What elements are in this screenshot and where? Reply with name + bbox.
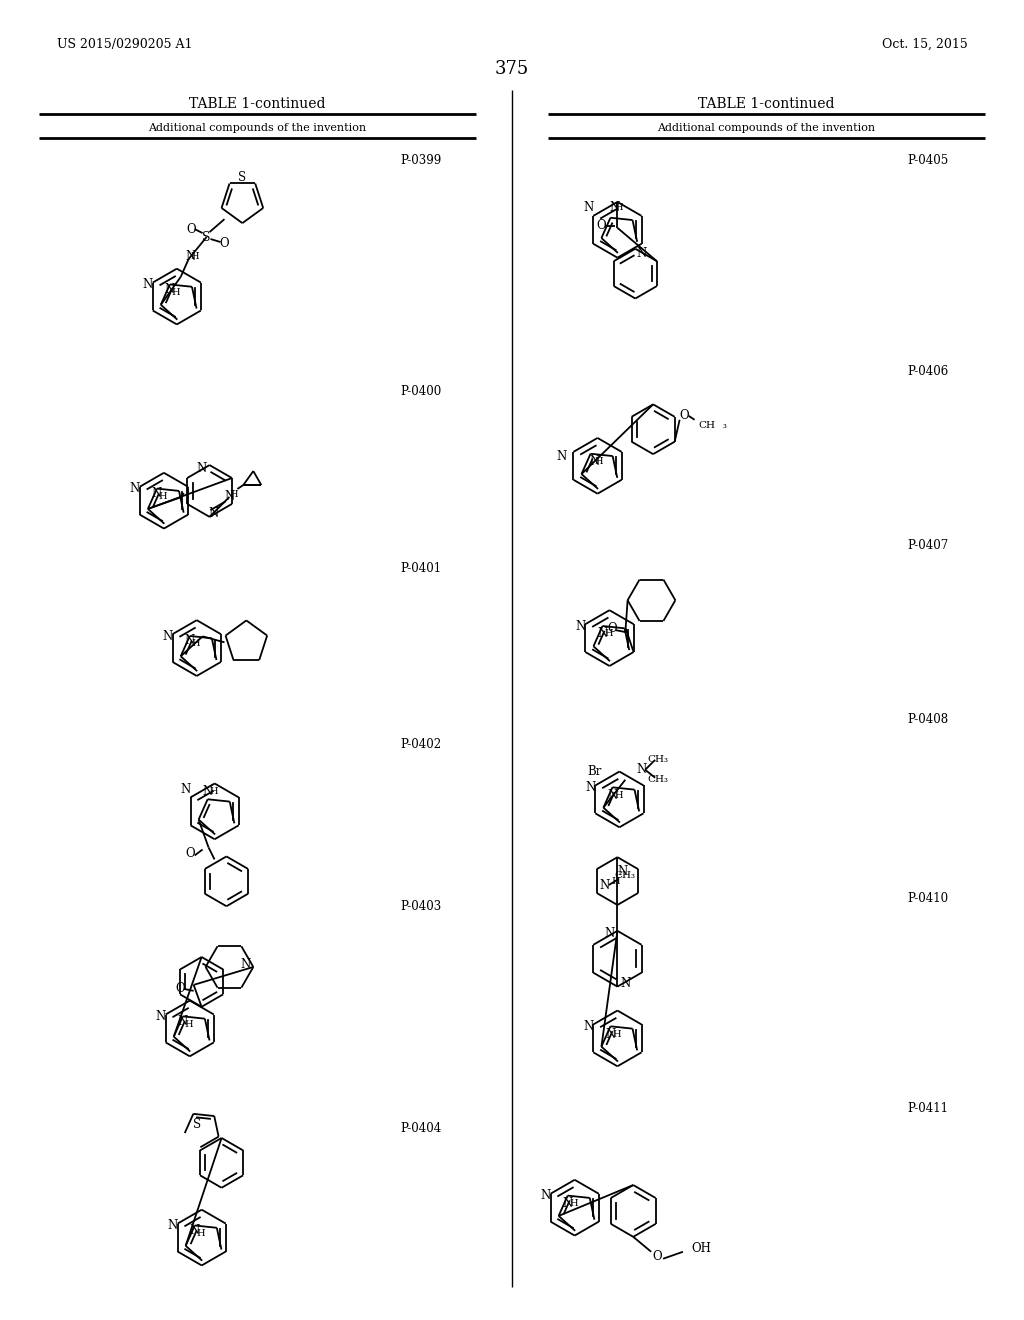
Text: O: O xyxy=(597,219,606,232)
Text: N: N xyxy=(165,282,175,296)
Text: H: H xyxy=(209,787,218,796)
Text: N: N xyxy=(197,462,207,475)
Text: N: N xyxy=(597,627,607,640)
Text: N: N xyxy=(152,487,162,500)
Text: N: N xyxy=(224,491,234,503)
Text: O: O xyxy=(680,409,689,422)
Text: N: N xyxy=(584,202,594,214)
Text: N: N xyxy=(241,958,251,972)
Text: Additional compounds of the invention: Additional compounds of the invention xyxy=(657,123,876,133)
Text: N: N xyxy=(607,789,617,801)
Text: H: H xyxy=(569,1199,578,1208)
Text: S: S xyxy=(203,231,211,244)
Text: O: O xyxy=(607,622,616,635)
Text: P-0408: P-0408 xyxy=(908,713,949,726)
Text: N: N xyxy=(621,977,631,990)
Text: N: N xyxy=(185,251,196,264)
Text: N: N xyxy=(142,279,153,292)
Text: TABLE 1-continued: TABLE 1-continued xyxy=(189,98,326,111)
Text: P-0405: P-0405 xyxy=(908,153,949,166)
Text: N: N xyxy=(585,781,595,793)
Text: CH₃: CH₃ xyxy=(647,775,669,784)
Text: Additional compounds of the invention: Additional compounds of the invention xyxy=(148,123,367,133)
Text: H: H xyxy=(229,491,238,499)
Text: O: O xyxy=(185,847,196,859)
Text: H: H xyxy=(614,791,623,800)
Text: N: N xyxy=(636,763,646,776)
Text: N: N xyxy=(130,482,140,495)
Text: N: N xyxy=(541,1189,551,1203)
Text: US 2015/0290205 A1: US 2015/0290205 A1 xyxy=(57,38,193,51)
Text: H: H xyxy=(604,630,612,639)
Text: N: N xyxy=(604,928,614,940)
Text: H: H xyxy=(612,1030,621,1039)
Text: N: N xyxy=(562,1197,572,1210)
Text: N: N xyxy=(168,1220,178,1232)
Text: P-0403: P-0403 xyxy=(400,900,442,913)
Text: CH₃: CH₃ xyxy=(647,755,669,764)
Text: P-0407: P-0407 xyxy=(908,539,949,552)
Text: P-0401: P-0401 xyxy=(400,562,441,576)
Text: H: H xyxy=(171,288,180,297)
Text: N: N xyxy=(163,630,173,643)
Text: H: H xyxy=(159,492,167,502)
Text: N: N xyxy=(590,455,600,469)
Text: N: N xyxy=(575,619,586,632)
Text: N: N xyxy=(209,507,219,520)
Text: OH: OH xyxy=(691,1242,711,1255)
Text: O: O xyxy=(220,236,229,249)
Text: O: O xyxy=(652,1250,662,1263)
Text: TABLE 1-continued: TABLE 1-continued xyxy=(698,98,835,111)
Text: N: N xyxy=(203,785,213,797)
Text: P-0411: P-0411 xyxy=(908,1102,949,1114)
Text: S: S xyxy=(239,170,247,183)
Text: N: N xyxy=(609,201,620,214)
Text: CH₃: CH₃ xyxy=(614,871,635,879)
Text: P-0404: P-0404 xyxy=(400,1122,442,1134)
Text: H: H xyxy=(191,639,200,648)
Text: H: H xyxy=(594,457,603,466)
Text: P-0400: P-0400 xyxy=(400,384,442,397)
Text: ₃: ₃ xyxy=(723,421,726,430)
Text: H: H xyxy=(184,1020,194,1028)
Text: N: N xyxy=(189,1224,200,1237)
Text: O: O xyxy=(175,982,184,995)
Text: S: S xyxy=(194,1118,202,1131)
Text: N: N xyxy=(556,450,566,463)
Text: H: H xyxy=(614,203,623,213)
Text: P-0399: P-0399 xyxy=(400,153,442,166)
Text: N: N xyxy=(605,1028,615,1040)
Text: N: N xyxy=(180,783,190,796)
Text: N: N xyxy=(177,1015,188,1028)
Text: P-0406: P-0406 xyxy=(908,364,949,378)
Text: 375: 375 xyxy=(495,61,529,78)
Text: P-0402: P-0402 xyxy=(400,738,441,751)
Text: H: H xyxy=(190,252,199,261)
Text: N: N xyxy=(617,865,628,878)
Text: N: N xyxy=(600,879,610,891)
Text: Oct. 15, 2015: Oct. 15, 2015 xyxy=(882,38,968,51)
Text: O: O xyxy=(186,223,197,235)
Text: N: N xyxy=(184,635,195,647)
Text: H: H xyxy=(197,1229,205,1238)
Text: N: N xyxy=(156,1010,166,1023)
Text: P-0410: P-0410 xyxy=(908,892,949,906)
Text: N: N xyxy=(584,1020,594,1034)
Text: CH: CH xyxy=(698,421,715,430)
Text: N: N xyxy=(636,247,646,260)
Text: H: H xyxy=(612,876,621,886)
Text: Br: Br xyxy=(588,766,602,777)
